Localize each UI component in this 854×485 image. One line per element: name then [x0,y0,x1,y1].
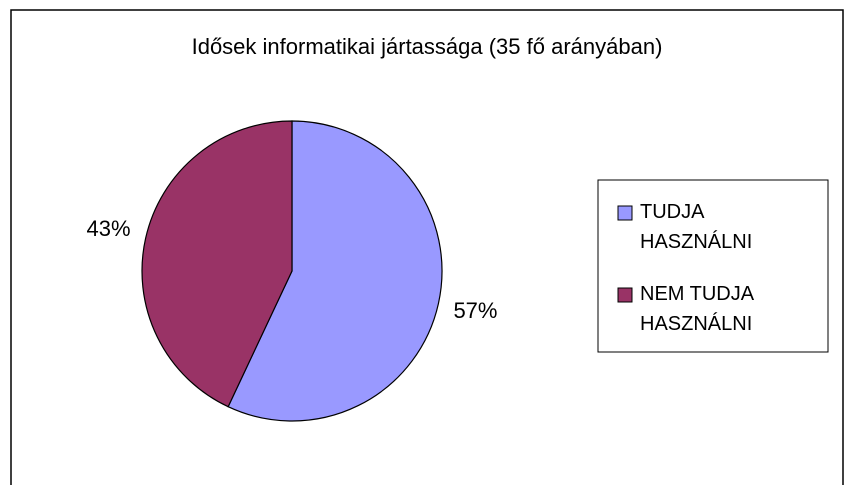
legend-box [597,179,829,353]
legend-swatch [617,287,633,303]
data-label: 57% [453,298,497,323]
data-label: 43% [87,216,131,241]
legend-swatch [617,205,633,221]
chart-title: Idősek informatikai jártassága (35 fő ar… [192,34,663,59]
legend-label: TUDJA HASZNÁLNI [640,201,752,253]
pie-slice [227,120,443,422]
pie-slice [141,120,293,408]
legend-label: NEM TUDJA HASZNÁLNI [640,283,759,335]
